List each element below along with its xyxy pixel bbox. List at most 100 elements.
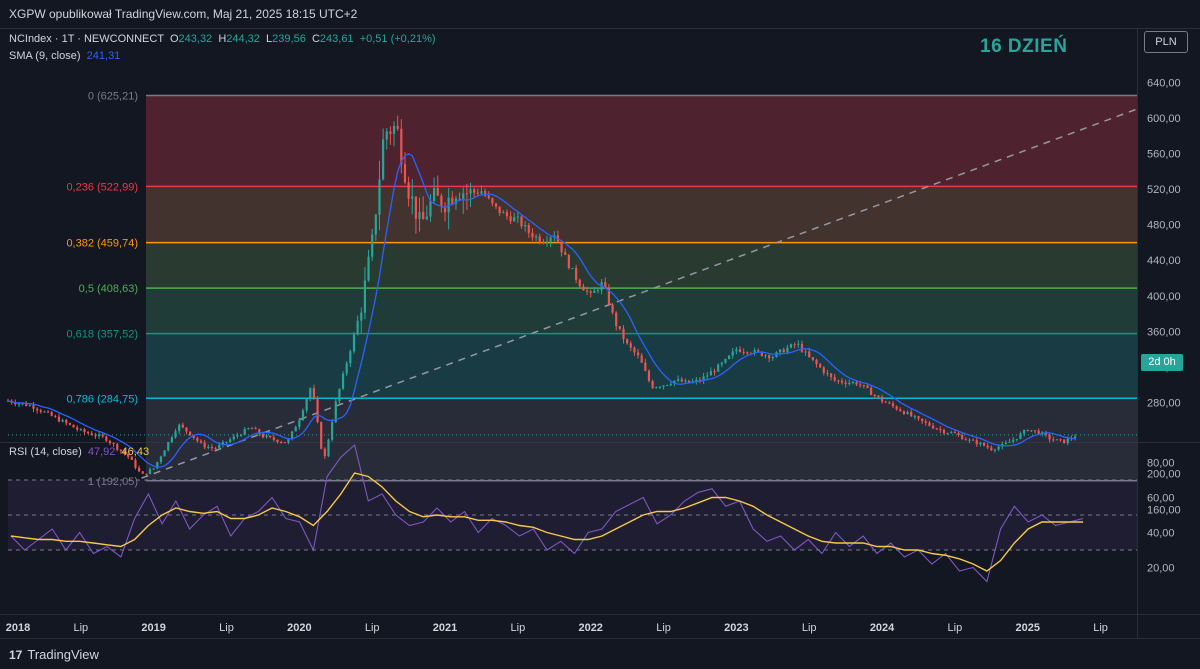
candle-body xyxy=(618,326,621,329)
time-axis-tick: 2019 xyxy=(141,622,165,634)
candle-body xyxy=(338,388,341,402)
candle-body xyxy=(407,182,410,199)
candle-body xyxy=(728,355,731,359)
candle-body xyxy=(764,355,767,357)
candle-body xyxy=(819,364,822,368)
candle-body xyxy=(87,432,90,434)
candle-body xyxy=(673,380,676,385)
candle-body xyxy=(280,441,283,443)
candle-body xyxy=(218,444,221,449)
rsi-ma-line[interactable] xyxy=(10,472,1084,572)
candle-body xyxy=(884,401,887,403)
candle-body xyxy=(713,371,716,373)
candle-body xyxy=(54,415,57,417)
candle-body xyxy=(17,403,21,405)
candle-body xyxy=(538,236,541,243)
last-price-countdown-tag: 2d 0h xyxy=(1141,354,1183,371)
candle-body xyxy=(913,416,916,418)
candle-body xyxy=(181,424,184,428)
candle-body xyxy=(939,428,942,430)
candle-body xyxy=(440,195,443,207)
candle-body xyxy=(677,379,680,381)
candle-body xyxy=(61,420,64,422)
candle-body xyxy=(210,447,214,449)
time-axis-tick: 2025 xyxy=(1015,622,1039,634)
candle-body xyxy=(760,351,763,356)
candle-body xyxy=(666,384,669,386)
candle-body xyxy=(527,225,530,233)
candle-body xyxy=(702,376,705,382)
candle-body xyxy=(305,398,308,411)
candle-body xyxy=(822,367,825,373)
footer-bar: 17 TradingView xyxy=(0,638,1200,669)
candle-body xyxy=(76,427,79,430)
fib-level-label: 1 (192,05) xyxy=(88,476,138,488)
candle-body xyxy=(655,387,658,389)
candle-body xyxy=(192,435,195,438)
candle-body xyxy=(221,441,224,445)
change-value: +0,51 (+0,21%) xyxy=(359,33,436,45)
candle-body xyxy=(312,388,316,399)
candle-body xyxy=(97,434,101,437)
candle-body xyxy=(877,395,880,397)
tradingview-brand: TradingView xyxy=(27,647,99,662)
rsi-legend[interactable]: RSI (14, close) 47,92 46,43 xyxy=(9,446,149,458)
candle-body xyxy=(931,425,935,429)
candle-body xyxy=(1052,439,1055,441)
price-axis-tick: 440,00 xyxy=(1147,255,1181,267)
tradingview-logo[interactable]: 17 TradingView xyxy=(9,647,99,662)
sma-line[interactable] xyxy=(7,153,1076,468)
candle-body xyxy=(396,125,399,129)
candle-body xyxy=(953,432,957,434)
candle-body xyxy=(371,234,374,257)
candle-body xyxy=(742,351,745,353)
symbol-name[interactable]: NCIndex · 1T · NEWCONNECT xyxy=(9,33,164,45)
candle-body xyxy=(793,344,796,346)
rsi-axis-tick: 20,00 xyxy=(1147,563,1175,575)
candle-body xyxy=(990,447,993,451)
close-label: C xyxy=(311,33,320,45)
candle-body xyxy=(950,432,953,434)
candle-body xyxy=(895,406,898,410)
currency-button[interactable]: PLN xyxy=(1144,31,1188,53)
candle-body xyxy=(382,139,385,180)
sma-legend[interactable]: SMA (9, close) 241,31 xyxy=(9,50,120,62)
candle-body xyxy=(873,395,876,397)
candle-body xyxy=(1004,442,1007,444)
candle-body xyxy=(917,416,920,419)
candle-body xyxy=(840,380,844,383)
trend-line[interactable] xyxy=(141,108,1138,479)
price-axis-tick: 400,00 xyxy=(1147,291,1181,303)
candle-body xyxy=(615,312,618,327)
candle-body xyxy=(829,373,833,378)
candle-body xyxy=(458,198,461,200)
time-axis-tick: Lip xyxy=(656,622,671,634)
candle-body xyxy=(345,363,348,374)
candle-body xyxy=(301,410,305,421)
chart-area[interactable]: 0 (625,21) 0,236 (522,99) 0,382 (459,74) 0,… xyxy=(0,28,1200,638)
candle-body xyxy=(640,355,643,363)
candle-body xyxy=(214,448,217,450)
candle-body xyxy=(320,422,323,449)
candle-body xyxy=(626,339,629,344)
candle-body xyxy=(578,279,581,287)
candle-body xyxy=(855,382,858,385)
candle-body xyxy=(178,424,181,432)
candle-body xyxy=(651,380,654,389)
candle-body xyxy=(83,429,86,433)
candle-body xyxy=(1055,439,1058,441)
candle-body xyxy=(105,436,108,441)
candle-body xyxy=(571,267,574,269)
fib-zone xyxy=(146,242,1137,289)
open-label: O xyxy=(169,33,179,45)
candle-body xyxy=(309,388,312,399)
time-axis-tick: 2021 xyxy=(433,622,457,634)
candle-body xyxy=(290,431,294,440)
candle-body xyxy=(232,436,235,440)
fib-level-label: 0,786 (284,75) xyxy=(66,393,138,405)
rsi-line[interactable] xyxy=(10,443,1084,583)
annotation-text: 16 DZIEŃ xyxy=(980,36,1068,57)
candle-body xyxy=(957,433,960,436)
candle-body xyxy=(738,349,742,352)
candle-body xyxy=(433,188,436,201)
